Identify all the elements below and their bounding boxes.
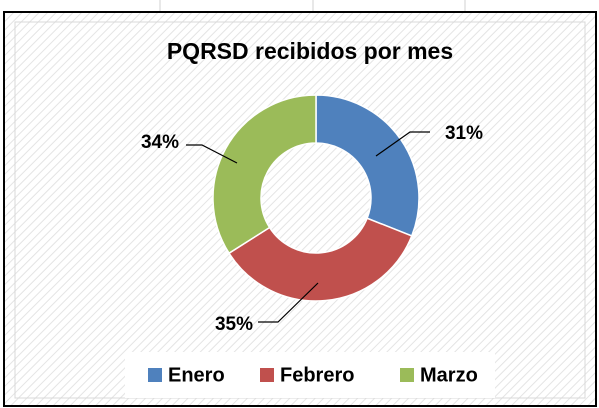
legend-label: Enero [168, 364, 225, 386]
data-label: 34% [141, 132, 179, 153]
donut-slice [212, 94, 317, 255]
leader-line [375, 131, 430, 157]
chart-title: PQRSD recibidos por mes [167, 38, 453, 64]
data-label: 31% [445, 123, 483, 144]
legend-label: Febrero [280, 364, 354, 386]
chart-area [3, 11, 597, 407]
data-label: 35% [215, 314, 253, 335]
leader-line [186, 144, 238, 164]
donut-slice [227, 217, 413, 302]
legend-box [125, 352, 495, 398]
legend-label: Marzo [420, 364, 478, 386]
leader-line [258, 282, 319, 323]
donut-slice [315, 94, 420, 237]
legend-swatch [400, 368, 414, 382]
legend-swatch [260, 368, 274, 382]
legend-swatch [148, 368, 162, 382]
